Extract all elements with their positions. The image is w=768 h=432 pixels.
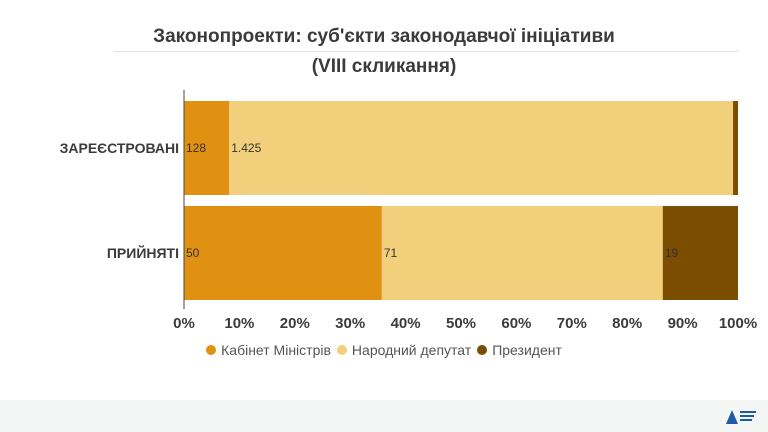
bar-value-label: 71 [384, 246, 398, 260]
legend-swatch [477, 345, 488, 356]
x-tick-label: 30% [335, 315, 365, 332]
chart-title-block: Законопроекти: суб'єкти законодавчої іні… [0, 22, 768, 82]
legend-label: Президент [492, 342, 562, 358]
bar-value-label: 19 [665, 246, 679, 260]
bars-layer [184, 101, 738, 300]
bar-value-label: 128 [186, 141, 206, 155]
legend-swatch [336, 345, 347, 356]
category-label: ПРИЙНЯТІ [107, 244, 179, 261]
legend: Кабінет Міністрів Народний депутат Президе… [0, 342, 768, 358]
stacked-bar-chart: 128 1.425 50 71 19 ЗАРЕЄСТРОВАНІ ПРИЙНЯТІ 0% 1… [60, 90, 757, 332]
chart-subtitle: (VIII скликання) [311, 56, 457, 77]
bar-labels-layer: 128 1.425 50 71 19 [186, 141, 678, 260]
x-tick-label: 20% [280, 315, 310, 332]
x-tick-label: 100% [719, 315, 757, 332]
x-tick-label: 50% [446, 315, 476, 332]
legend-item: Президент [477, 342, 562, 358]
x-tick-label: 40% [391, 315, 421, 332]
x-tick-label: 90% [668, 315, 698, 332]
x-axis-ticks-layer: 0% 10% 20% 30% 40% 50% 60% 70% 80% 90% 100% [173, 315, 757, 332]
logo-icon [726, 410, 756, 424]
bar-segment [733, 101, 738, 195]
bar-segment [381, 206, 663, 300]
bar-segment [662, 206, 738, 300]
legend-label: Кабінет Міністрів [221, 342, 331, 358]
title-divider [114, 51, 739, 52]
x-tick-label: 10% [224, 315, 254, 332]
bar-value-label: 50 [186, 246, 200, 260]
bar-segment [184, 101, 230, 195]
legend-label: Народний депутат [351, 342, 472, 358]
bar-segment [229, 101, 734, 195]
category-label: ЗАРЕЄСТРОВАНІ [60, 140, 179, 156]
legend-item: Кабінет Міністрів [206, 342, 331, 358]
chart-title: Законопроекти: суб'єкти законодавчої іні… [153, 26, 615, 47]
bar-value-label: 1.425 [231, 141, 261, 155]
category-labels-layer: ЗАРЕЄСТРОВАНІ ПРИЙНЯТІ [60, 140, 179, 261]
legend-item: Народний депутат [336, 342, 472, 358]
x-tick-label: 60% [501, 315, 531, 332]
bar-segment [184, 206, 382, 300]
legend-swatch [206, 345, 217, 356]
x-tick-label: 0% [173, 315, 195, 332]
x-tick-label: 80% [612, 315, 642, 332]
x-tick-label: 70% [557, 315, 587, 332]
footer-bar [0, 400, 768, 432]
